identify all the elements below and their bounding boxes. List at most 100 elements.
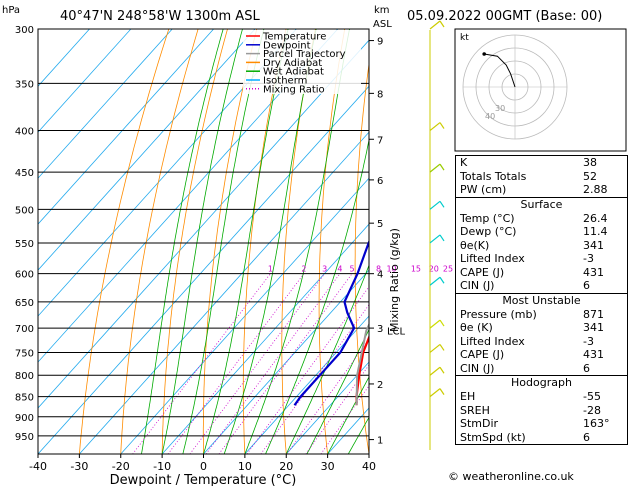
- dewpoint-line: [293, 239, 369, 406]
- legend-label: Wet Adiabat: [263, 67, 324, 78]
- wind-barb: [429, 234, 441, 244]
- wind-barb: [429, 276, 441, 286]
- index-row: CIN (J) 6: [456, 279, 627, 293]
- index-row: CAPE (J) 431: [456, 266, 627, 280]
- isotherm-line: [38, 29, 214, 225]
- x-tick-label: -30: [70, 460, 88, 473]
- index-label: K: [460, 156, 468, 169]
- km-tick-label: 2: [377, 380, 383, 391]
- mixing-ratio-tick-label: 8: [376, 265, 381, 274]
- mixing-ratio-line: [260, 304, 369, 454]
- mixing-ratio-tick-label: 20: [429, 265, 439, 274]
- hodograph-trace: [484, 53, 516, 88]
- wind-barb-flag: [439, 234, 445, 242]
- pressure-tick-label: 950: [15, 432, 34, 443]
- km-tick-label: 4: [377, 270, 383, 281]
- legend-label: Mixing Ratio: [263, 84, 325, 95]
- index-value: 26.4: [583, 211, 608, 225]
- dry-adiabat-line: [242, 29, 287, 454]
- mixing-ratio-tick-label: 5: [349, 265, 354, 274]
- dry-adiabat-line: [202, 29, 258, 454]
- x-tick-label: 10: [238, 460, 252, 473]
- isotherm-line: [203, 269, 369, 454]
- mixing-ratio-line: [132, 273, 271, 454]
- index-label: θe(K): [460, 238, 490, 252]
- dry-adiabat-line: [281, 29, 316, 454]
- wind-barb: [429, 343, 441, 353]
- isotherm-line: [38, 29, 173, 179]
- mixing-ratio-tick-label: 4: [337, 265, 342, 274]
- km-tick-label: 8: [377, 89, 383, 100]
- index-label: StmSpd (kt): [460, 430, 526, 444]
- index-label: PW (cm): [460, 183, 507, 196]
- wind-barb: [429, 200, 441, 210]
- dry-adiabat-line: [79, 29, 170, 454]
- index-label: Totals Totals: [460, 169, 527, 183]
- mixing-ratio-tick-label: 3: [322, 265, 327, 274]
- mixing-ratio-line: [205, 273, 341, 454]
- pressure-tick-label: 450: [15, 168, 34, 179]
- x-tick-label: -40: [29, 460, 47, 473]
- index-value: 6: [583, 279, 590, 292]
- pressure-tick-label: 550: [15, 239, 34, 250]
- wind-barb-flag: [439, 344, 445, 351]
- index-label: CIN (J): [460, 279, 495, 292]
- index-label: Dewp (°C): [460, 225, 517, 238]
- dry-adiabat-line: [424, 17, 452, 454]
- dry-adiabat-line: [161, 29, 228, 454]
- index-row: PW (cm) 2.88: [456, 183, 627, 197]
- mixing-ratio-tick-label: 25: [443, 265, 453, 274]
- index-label: CAPE (J): [460, 348, 505, 361]
- index-row: θe (K) 341: [456, 321, 627, 335]
- index-value: -55: [583, 390, 601, 403]
- legend-label: Dewpoint: [263, 40, 311, 51]
- isotherm-line: [120, 177, 369, 454]
- pressure-tick-label: 800: [15, 371, 34, 382]
- isotherm-line: [161, 223, 369, 454]
- km-tick-label: 5: [377, 219, 383, 230]
- pressure-tick-label: 300: [15, 25, 34, 36]
- most-unstable-section: Most Unstable Pressure (mb) 871 θe (K) 341 L…: [456, 292, 627, 376]
- wet-adiabat-line: [306, 328, 369, 454]
- km-tick-label: 1: [377, 436, 383, 447]
- pressure-tick-label: 650: [15, 298, 34, 309]
- index-label: EH: [460, 390, 476, 403]
- index-row: StmSpd (kt) 6: [456, 431, 627, 445]
- index-value: 163°: [583, 417, 610, 430]
- mixing-ratio-line: [167, 273, 305, 454]
- pressure-tick-label: 750: [15, 348, 34, 359]
- index-value: 6: [583, 430, 590, 444]
- index-label: Temp (°C): [460, 211, 515, 225]
- legend-label: Dry Adiabat: [263, 58, 322, 69]
- wind-barb: [429, 20, 441, 30]
- wind-barb: [429, 388, 441, 398]
- mixing-ratio-tick-label: 2: [301, 265, 306, 274]
- wind-barb-flag: [439, 388, 445, 395]
- pressure-tick-label: 850: [15, 393, 34, 404]
- mixing-ratio-tick-label: 1: [268, 265, 273, 274]
- x-tick-label: 0: [200, 460, 207, 473]
- wind-barb-flag: [439, 122, 445, 129]
- index-row: Pressure (mb) 871: [456, 308, 627, 322]
- isotherm-line: [38, 85, 369, 454]
- lcl-label: LCL: [387, 327, 406, 338]
- index-label: Lifted Index: [460, 252, 525, 265]
- pressure-tick-label: 900: [15, 413, 34, 424]
- mixing-ratio-line: [286, 338, 369, 454]
- index-value: 341: [583, 238, 604, 252]
- footer-credit: © weatheronline.co.uk: [448, 470, 574, 483]
- index-row: EH -55: [456, 390, 627, 404]
- index-row: StmDir 163°: [456, 417, 627, 431]
- axes: 1 2 3 4 5 8 10 15 20 2530035040045050055060065070…: [15, 25, 453, 473]
- index-label: CIN (J): [460, 361, 495, 375]
- pressure-tick-label: 700: [15, 324, 34, 335]
- isotherm-line: [38, 39, 369, 409]
- hodograph-endpoint: [482, 52, 487, 56]
- pressure-tick-label: 500: [15, 205, 34, 216]
- index-label: Pressure (mb): [460, 307, 537, 321]
- index-value: 52: [583, 169, 597, 183]
- surface-title: Surface: [520, 197, 563, 211]
- datetime-title: 05.09.2022 00GMT (Base: 00): [407, 9, 602, 24]
- km-label: km: [374, 5, 390, 16]
